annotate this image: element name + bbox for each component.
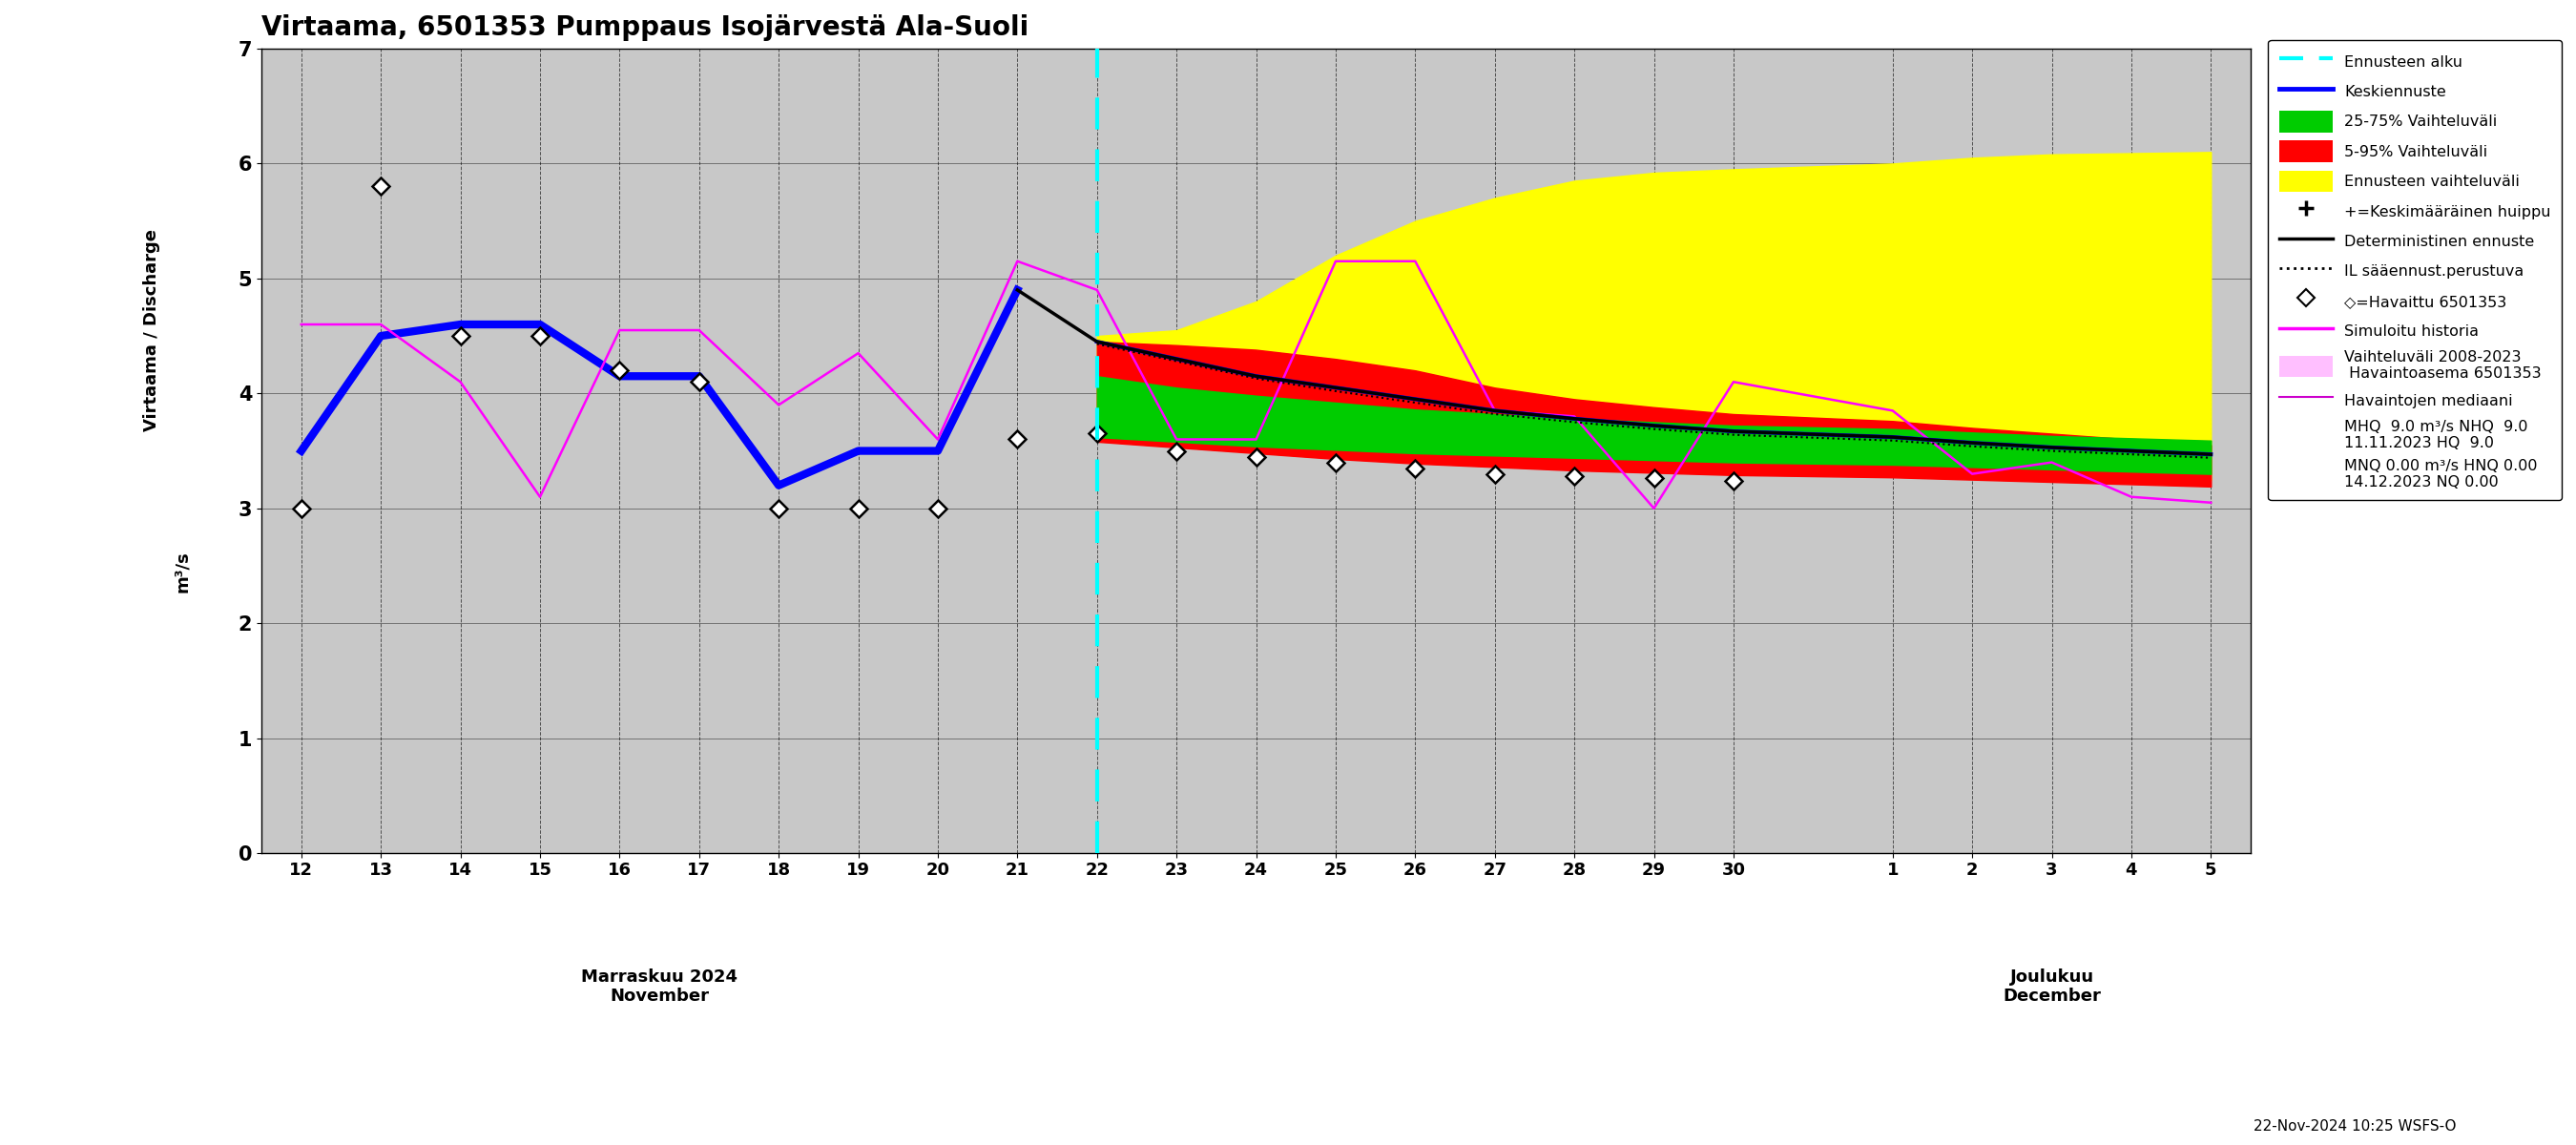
Text: Marraskuu 2024
November: Marraskuu 2024 November <box>582 969 737 1005</box>
Text: 22-Nov-2024 10:25 WSFS-O: 22-Nov-2024 10:25 WSFS-O <box>2254 1120 2458 1134</box>
Text: Virtaama / Discharge: Virtaama / Discharge <box>144 229 160 432</box>
Text: Virtaama, 6501353 Pumppaus Isojärvestä Ala-Suoli: Virtaama, 6501353 Pumppaus Isojärvestä A… <box>263 14 1028 41</box>
Legend: Ennusteen alku, Keskiennuste, 25-75% Vaihteluväli, 5-95% Vaihteluväli, Ennusteen: Ennusteen alku, Keskiennuste, 25-75% Vai… <box>2269 40 2561 500</box>
Text: m³/s: m³/s <box>173 551 191 592</box>
Text: Joulukuu
December: Joulukuu December <box>2002 969 2102 1005</box>
